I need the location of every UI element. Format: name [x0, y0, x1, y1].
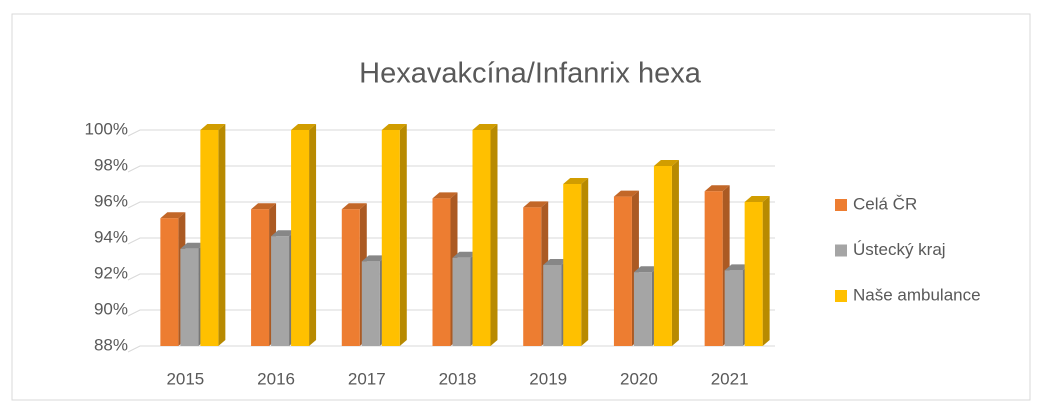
bar: [543, 265, 562, 346]
bar: [271, 236, 290, 346]
x-tick-label: 2018: [439, 369, 477, 388]
y-tick-label: 92%: [94, 263, 128, 282]
bar-side: [671, 160, 679, 346]
bar-top: [381, 124, 407, 130]
bar: [381, 130, 400, 346]
bar-top: [543, 259, 569, 265]
bar: [341, 209, 360, 346]
legend-label: Ústecký kraj: [853, 240, 946, 259]
grid-line: [127, 165, 775, 173]
bar: [361, 261, 380, 346]
bar-top: [361, 255, 387, 262]
bar-top: [291, 124, 317, 130]
bar: [744, 202, 763, 346]
bar-top: [724, 264, 750, 271]
bar-side: [762, 196, 770, 346]
bar: [613, 196, 632, 346]
x-tick-label: 2020: [620, 369, 658, 388]
bar-top: [704, 185, 730, 192]
bar-top: [432, 192, 458, 199]
x-tick-label: 2021: [711, 369, 749, 388]
bar-top: [180, 242, 206, 249]
bar: [472, 130, 491, 346]
bar-side: [309, 124, 317, 346]
y-tick-label: 90%: [94, 299, 128, 318]
bar: [452, 257, 471, 346]
bar-top: [341, 203, 367, 210]
bar: [180, 248, 199, 346]
x-tick-label: 2019: [529, 369, 567, 388]
bar-side: [490, 124, 498, 346]
bar-top: [452, 251, 478, 258]
legend-label: Naše ambulance: [853, 285, 981, 304]
legend-label: Celá ČR: [853, 194, 917, 213]
bar: [291, 130, 310, 346]
bar-top: [744, 196, 770, 202]
bar-side: [581, 178, 589, 346]
bar-top: [653, 160, 679, 166]
bar-side: [218, 124, 226, 346]
bar: [704, 191, 723, 346]
bar: [251, 209, 270, 346]
bar-top: [563, 178, 589, 184]
bar-top: [160, 212, 186, 219]
x-tick-label: 2015: [166, 369, 204, 388]
legend-swatch: [835, 290, 847, 302]
bar-top: [633, 266, 659, 273]
bar: [523, 207, 542, 346]
bar-top: [523, 201, 549, 208]
bar: [200, 130, 219, 346]
grid-line: [127, 129, 775, 137]
y-tick-label: 96%: [94, 191, 128, 210]
bar: [724, 270, 743, 346]
legend-swatch: [835, 244, 847, 257]
bar-top: [271, 230, 297, 237]
x-tick-label: 2016: [257, 369, 295, 388]
chart-title: Hexavakcína/Infanrix hexa: [359, 58, 702, 90]
bar-top: [251, 203, 277, 210]
x-tick-label: 2017: [348, 369, 386, 388]
bar: [160, 218, 179, 346]
y-tick-label: 88%: [94, 335, 128, 354]
bar: [563, 184, 582, 346]
legend-swatch: [835, 199, 847, 211]
y-tick-label: 100%: [85, 119, 128, 138]
bar-top: [613, 190, 639, 197]
bar: [633, 272, 652, 346]
y-tick-label: 94%: [94, 227, 128, 246]
bar-top: [472, 124, 498, 130]
bar-top: [200, 124, 226, 130]
bar-side: [399, 124, 407, 346]
bar: [432, 198, 451, 346]
bar: [653, 166, 672, 346]
y-tick-label: 98%: [94, 155, 128, 174]
